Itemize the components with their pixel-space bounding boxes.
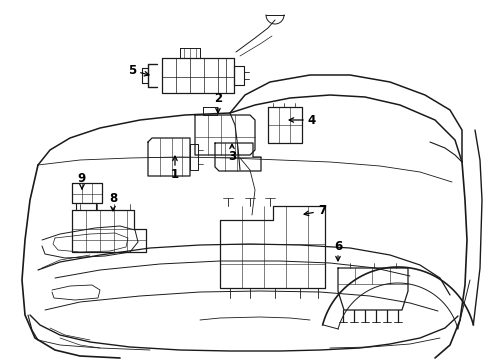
Text: 4: 4: [307, 113, 315, 126]
Text: 6: 6: [333, 240, 342, 253]
Text: 2: 2: [214, 93, 222, 105]
Text: 1: 1: [171, 167, 179, 180]
Text: 9: 9: [78, 172, 86, 185]
Text: 7: 7: [317, 204, 325, 217]
Text: 3: 3: [227, 149, 236, 162]
Text: 8: 8: [109, 193, 117, 206]
Text: 5: 5: [128, 64, 136, 77]
